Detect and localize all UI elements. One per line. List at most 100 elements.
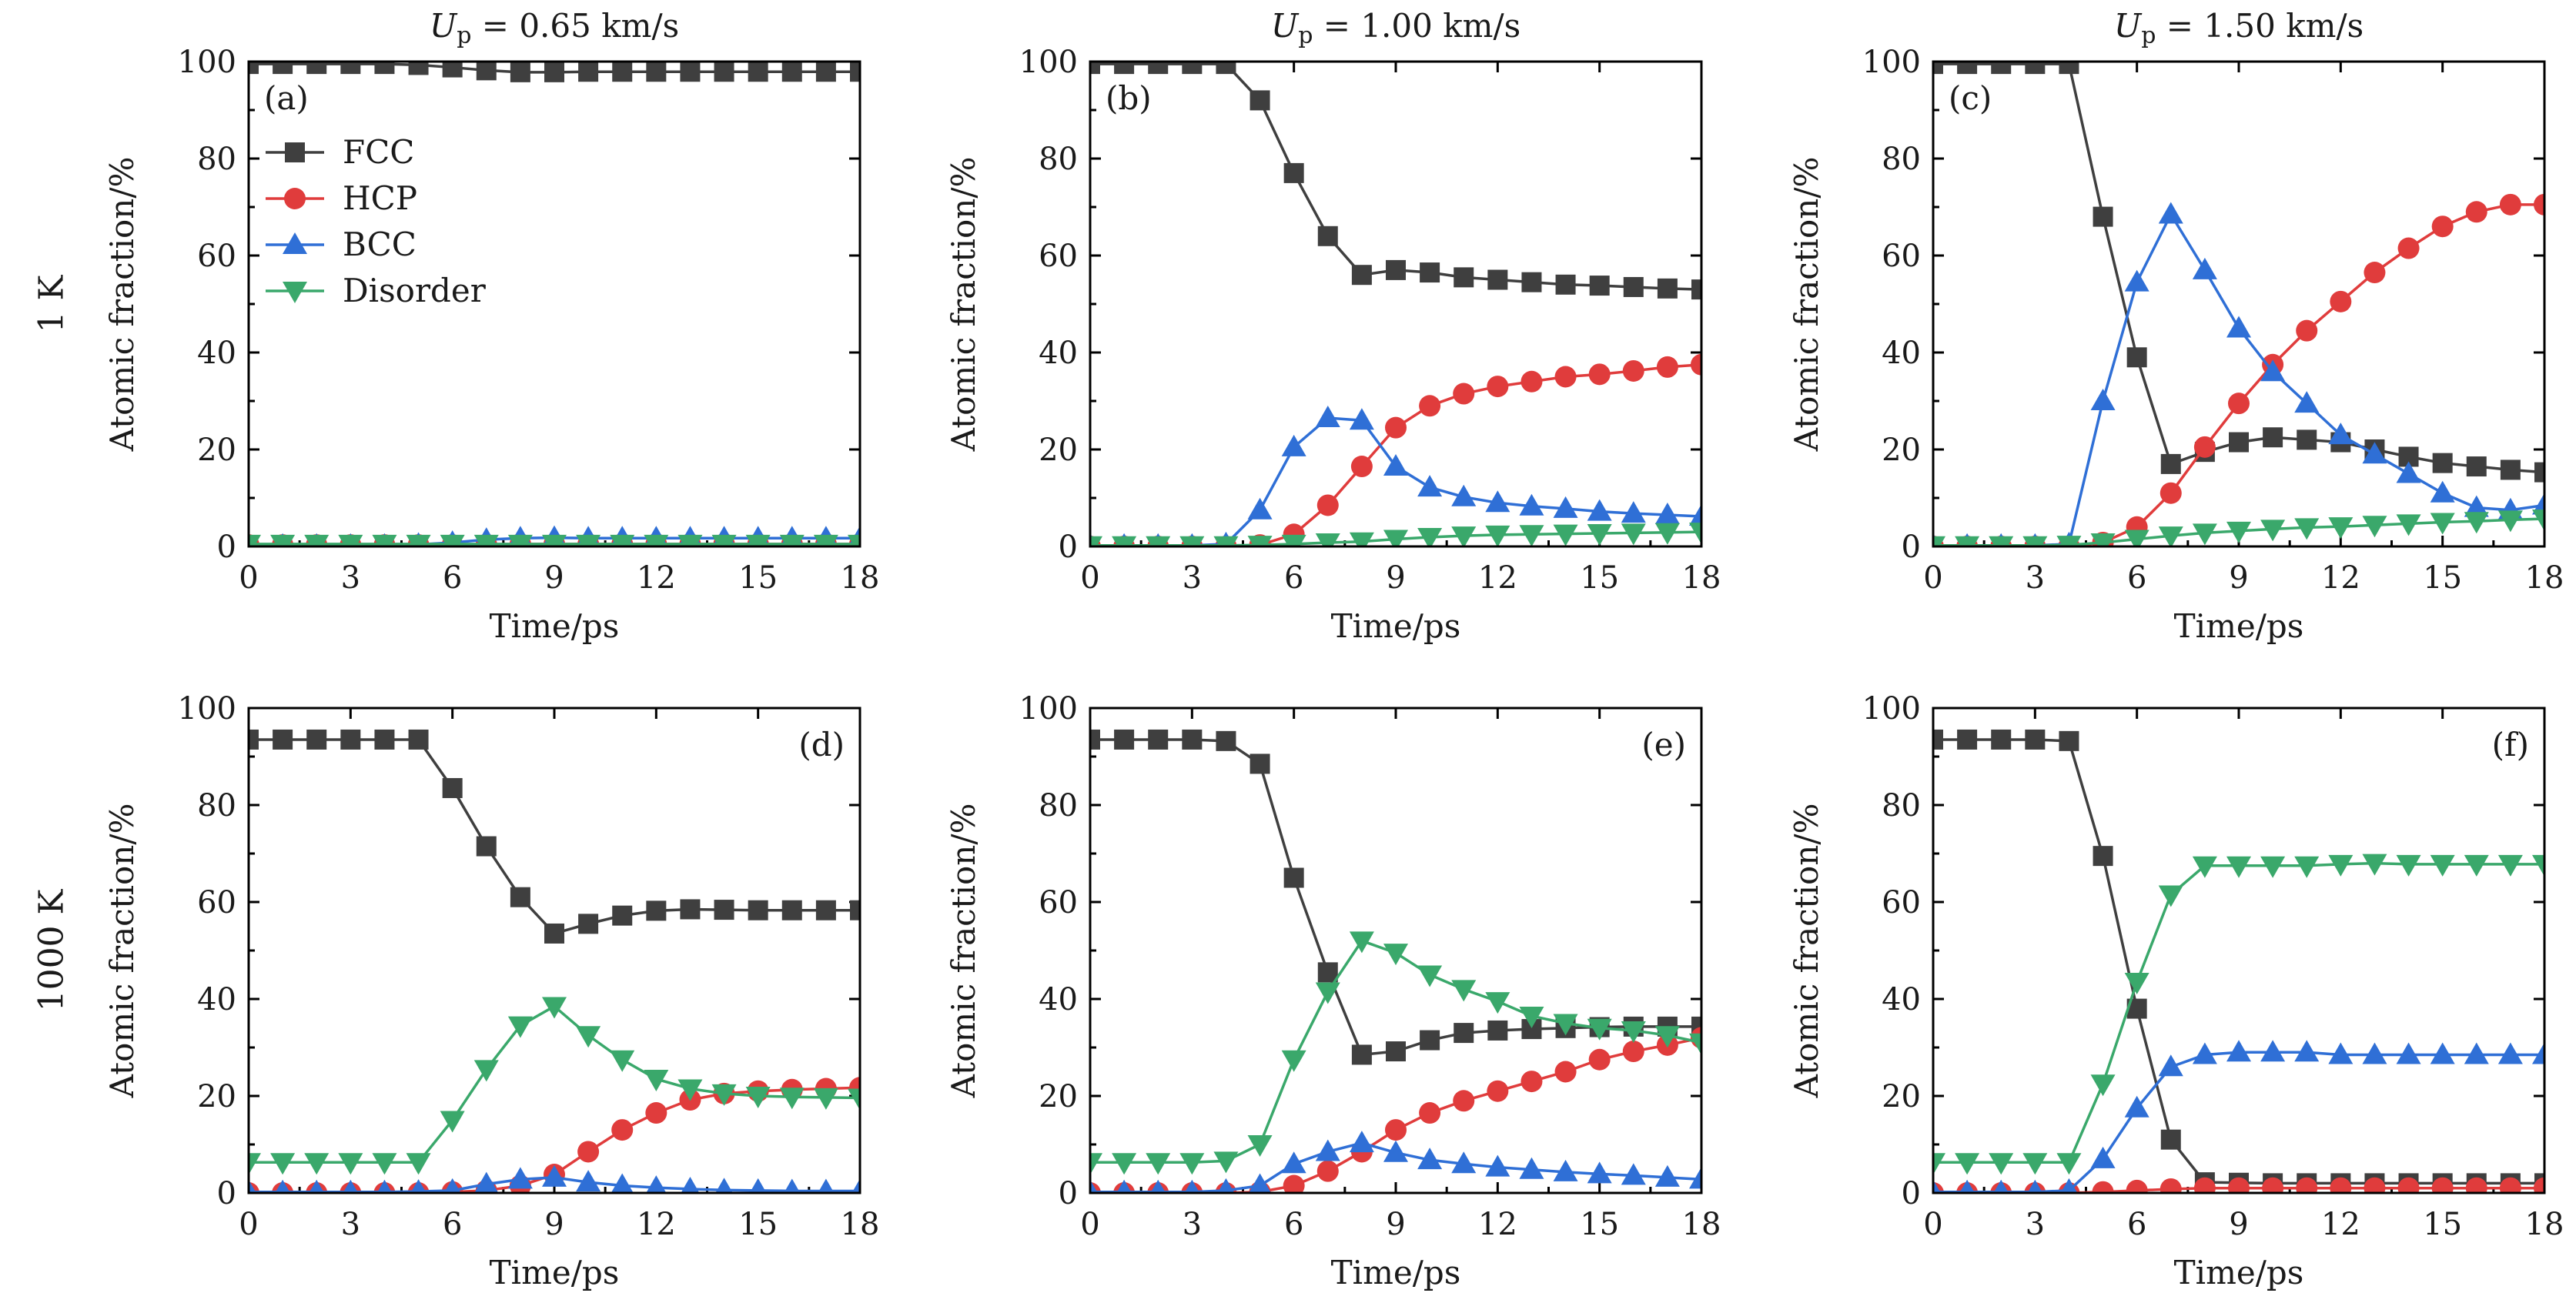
point-bcc [1116,1179,1132,1193]
point-disorder [1519,1007,1544,1029]
point-disorder [1247,1135,1273,1157]
point-fcc [2466,456,2487,477]
point-hcp [1316,494,1339,516]
point-fcc [1623,276,1644,297]
point-fcc [1351,1044,1372,1065]
point-hcp [1453,383,1475,405]
x-tick-label: 12 [1478,560,1517,596]
point-hcp [2330,1177,2352,1193]
point-hcp [2431,1177,2454,1193]
point-hcp [645,1102,667,1124]
point-disorder [2158,526,2183,546]
y-tick-label: 40 [1882,336,1921,371]
column-title-1: Up = 0.65 km/s [430,7,679,49]
point-bcc [2328,423,2354,445]
point-bcc [1654,1164,1680,1187]
x-tick-label: 3 [1183,1207,1202,1242]
point-disorder [304,534,330,546]
point-disorder [542,534,567,546]
point-bcc [749,1178,767,1193]
point-fcc [2160,1129,2181,1150]
point-hcp [2534,1177,2544,1193]
point-bcc [1090,1179,1098,1193]
point-bcc [851,1178,860,1193]
point-fcc [1317,962,1338,983]
point-disorder [249,1153,261,1175]
point-bcc [611,1173,634,1193]
y-tick-label: 100 [1862,691,1921,727]
point-disorder [2328,517,2354,540]
x-tick-label: 6 [1284,1207,1303,1242]
point-hcp [1588,363,1611,386]
x-tick-label: 18 [1682,560,1721,596]
point-disorder [1281,534,1306,546]
point-fcc [273,729,293,750]
point-fcc [1555,274,1576,295]
series-group [249,729,860,1193]
point-bcc [2090,389,2116,410]
point-fcc [2025,62,2046,75]
point-disorder [1451,526,1477,546]
point-disorder [338,534,363,546]
x-tick-label: 6 [1284,560,1303,596]
point-hcp [1622,1041,1644,1063]
point-hcp [2228,393,2250,415]
point-bcc [2260,359,2286,382]
point-disorder [1146,1153,1171,1175]
point-bcc [2532,493,2544,515]
point-fcc [2534,462,2544,483]
point-disorder [1315,533,1340,546]
legend-marker-fcc [285,142,305,162]
point-fcc [1933,729,1943,750]
point-disorder [1179,1153,1205,1175]
x-tick-label: 12 [1478,1207,1517,1242]
point-disorder [1247,536,1273,546]
panel-c: 0 3 6 9 12 15 18 0 20 40 60 80 100 Time/ps Atomic frac… [1788,45,2564,645]
point-hcp [1419,1102,1441,1124]
point-fcc [544,923,564,944]
x-tick-label: 0 [1080,1207,1099,1242]
x-axis-label: Time/ps [2174,1254,2304,1291]
point-hcp [1385,1119,1407,1141]
point-disorder [711,1084,737,1106]
point-disorder [2294,518,2320,540]
point-bcc [1519,1157,1544,1179]
point-bcc [2124,269,2149,292]
point-fcc [2297,429,2317,450]
legend-label-fcc: FCC [343,133,414,171]
point-disorder [372,1153,397,1175]
point-hcp [2431,215,2454,238]
point-disorder [1383,944,1408,966]
point-fcc [340,729,361,750]
point-disorder [2056,536,2082,546]
point-disorder [610,1050,635,1072]
x-tick-label: 6 [2127,560,2146,596]
x-tick-label: 9 [2229,560,2248,596]
point-fcc [408,729,429,750]
point-hcp [1588,1048,1611,1071]
point-fcc [306,62,327,75]
row-labels: 1 K 1000 K [32,274,72,1011]
point-disorder [1417,965,1443,987]
point-bcc [1451,1151,1477,1174]
y-axis-label: Atomic fraction/% [1788,157,1825,453]
point-fcc [1420,1030,1440,1051]
point-disorder [1281,1050,1306,1072]
point-fcc [1454,1023,1474,1044]
point-bcc [1993,1179,2009,1193]
x-tick-label: 9 [544,560,564,596]
x-tick-label: 6 [443,1207,462,1242]
point-bcc [1349,408,1374,430]
x-tick-label: 15 [738,560,778,596]
point-bcc [2497,1042,2523,1064]
point-hcp [2092,1181,2114,1193]
point-hcp [2193,436,2216,458]
y-tick-label: 40 [1039,982,1078,1017]
point-disorder [1955,536,1980,546]
point-bcc [1519,493,1544,516]
point-hcp [2534,193,2544,215]
y-tick-label: 80 [197,142,236,177]
point-disorder [1315,982,1340,1004]
series-line-bcc [1933,1051,2544,1193]
